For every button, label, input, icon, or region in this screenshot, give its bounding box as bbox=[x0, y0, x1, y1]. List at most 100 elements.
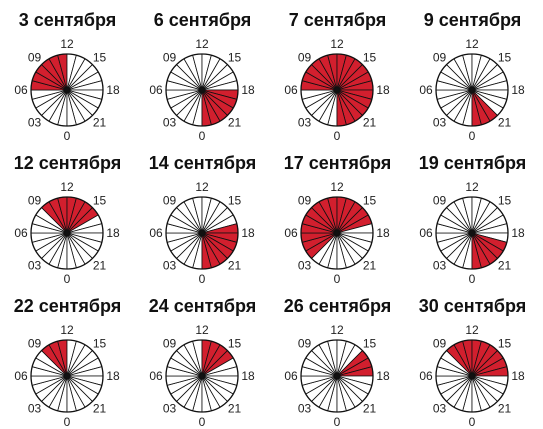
hour-label: 18 bbox=[376, 369, 390, 383]
hour-label: 0 bbox=[199, 415, 206, 429]
hour-label: 03 bbox=[298, 116, 312, 130]
hour-label: 0 bbox=[334, 272, 341, 286]
hour-label: 06 bbox=[284, 83, 298, 97]
clock-ring bbox=[30, 196, 104, 270]
hour-label: 06 bbox=[14, 83, 28, 97]
hour-label: 15 bbox=[498, 51, 512, 65]
hour-label: 0 bbox=[64, 272, 71, 286]
clock-panel: 12 сентября 12 15 18 21 0 03 06 09 bbox=[0, 143, 135, 286]
hour-label: 12 bbox=[465, 323, 479, 337]
clock-panel: 3 сентября 12 15 18 21 0 03 06 09 bbox=[0, 0, 135, 143]
clock-panel: 22 сентября 12 15 18 21 0 03 06 09 bbox=[0, 286, 135, 429]
clock-chart: 12 15 18 21 0 03 06 09 bbox=[14, 323, 120, 429]
hour-label: 03 bbox=[28, 402, 42, 416]
hour-label: 09 bbox=[298, 51, 312, 65]
panel-title: 30 сентября bbox=[418, 296, 527, 316]
hour-label: 09 bbox=[298, 337, 312, 351]
hour-label: 06 bbox=[14, 369, 28, 383]
hour-label: 18 bbox=[511, 83, 525, 97]
hour-label: 0 bbox=[469, 272, 476, 286]
hour-label: 09 bbox=[28, 337, 42, 351]
clock-ring bbox=[300, 339, 374, 413]
hour-label: 0 bbox=[199, 129, 206, 143]
clock-chart: 12 15 18 21 0 03 06 09 bbox=[14, 180, 120, 286]
hour-label: 0 bbox=[64, 129, 71, 143]
clock-chart: 12 15 18 21 0 03 06 09 bbox=[419, 323, 525, 429]
hour-label: 12 bbox=[465, 37, 479, 51]
hour-label: 12 bbox=[195, 37, 209, 51]
panel-title: 3 сентября bbox=[18, 10, 117, 30]
hour-label: 06 bbox=[419, 83, 433, 97]
hour-label: 18 bbox=[511, 369, 525, 383]
hour-label: 09 bbox=[163, 194, 177, 208]
panel-title: 7 сентября bbox=[288, 10, 387, 30]
clock-chart: 12 15 18 21 0 03 06 09 bbox=[149, 323, 255, 429]
hour-label: 21 bbox=[228, 259, 242, 273]
hour-label: 18 bbox=[106, 83, 120, 97]
hour-label: 15 bbox=[93, 337, 107, 351]
hour-label: 12 bbox=[195, 180, 209, 194]
hour-label: 15 bbox=[228, 51, 242, 65]
hour-label: 18 bbox=[241, 369, 255, 383]
clock-hub bbox=[64, 230, 70, 236]
hour-label: 0 bbox=[64, 415, 71, 429]
hour-label: 12 bbox=[330, 180, 344, 194]
clock-chart: 12 15 18 21 0 03 06 09 bbox=[149, 180, 255, 286]
clock-hub bbox=[64, 87, 70, 93]
hour-label: 03 bbox=[298, 259, 312, 273]
panel-title: 22 сентября bbox=[13, 296, 122, 316]
hour-label: 18 bbox=[241, 226, 255, 240]
hour-label: 06 bbox=[14, 226, 28, 240]
hour-label: 21 bbox=[93, 259, 107, 273]
hour-label: 21 bbox=[498, 116, 512, 130]
hour-label: 15 bbox=[93, 51, 107, 65]
hour-label: 12 bbox=[465, 180, 479, 194]
hour-label: 21 bbox=[93, 116, 107, 130]
clock-ring bbox=[300, 53, 374, 127]
clock-ring bbox=[435, 196, 509, 270]
clock-hub bbox=[334, 373, 340, 379]
hour-label: 15 bbox=[498, 194, 512, 208]
hour-label: 12 bbox=[60, 37, 74, 51]
hour-label: 18 bbox=[106, 369, 120, 383]
hour-label: 12 bbox=[195, 323, 209, 337]
hour-label: 03 bbox=[433, 116, 447, 130]
clock-hub bbox=[469, 373, 475, 379]
hour-label: 09 bbox=[298, 194, 312, 208]
hour-label: 06 bbox=[149, 83, 163, 97]
hour-label: 09 bbox=[433, 337, 447, 351]
clock-ring bbox=[30, 339, 104, 413]
clock-hub bbox=[469, 87, 475, 93]
hour-label: 18 bbox=[376, 83, 390, 97]
hour-label: 18 bbox=[511, 226, 525, 240]
clock-hub bbox=[199, 87, 205, 93]
hour-label: 21 bbox=[363, 116, 377, 130]
clock-chart: 12 15 18 21 0 03 06 09 bbox=[284, 37, 390, 143]
panel-title: 12 сентября bbox=[13, 153, 122, 173]
clock-chart: 12 15 18 21 0 03 06 09 bbox=[419, 180, 525, 286]
hour-label: 15 bbox=[498, 337, 512, 351]
hour-label: 21 bbox=[228, 402, 242, 416]
hour-label: 06 bbox=[149, 226, 163, 240]
hour-label: 21 bbox=[93, 402, 107, 416]
hour-label: 21 bbox=[498, 259, 512, 273]
panel-title: 24 сентября bbox=[148, 296, 257, 316]
clock-panel: 6 сентября 12 15 18 21 0 03 06 09 bbox=[135, 0, 270, 143]
clock-panel: 14 сентября 12 15 18 21 0 03 06 09 bbox=[135, 143, 270, 286]
clock-ring bbox=[165, 53, 239, 127]
clock-chart: 12 15 18 21 0 03 06 09 bbox=[419, 37, 525, 143]
hour-label: 15 bbox=[93, 194, 107, 208]
hour-label: 03 bbox=[298, 402, 312, 416]
hour-label: 18 bbox=[241, 83, 255, 97]
hour-label: 03 bbox=[163, 259, 177, 273]
hour-label: 06 bbox=[284, 226, 298, 240]
clock-chart: 12 15 18 21 0 03 06 09 bbox=[14, 37, 120, 143]
hour-label: 0 bbox=[199, 272, 206, 286]
hour-label: 0 bbox=[469, 129, 476, 143]
clock-hub bbox=[334, 230, 340, 236]
hour-label: 09 bbox=[163, 51, 177, 65]
hour-label: 06 bbox=[149, 369, 163, 383]
clock-panel: 9 сентября 12 15 18 21 0 03 06 09 bbox=[405, 0, 540, 143]
hour-label: 03 bbox=[433, 402, 447, 416]
